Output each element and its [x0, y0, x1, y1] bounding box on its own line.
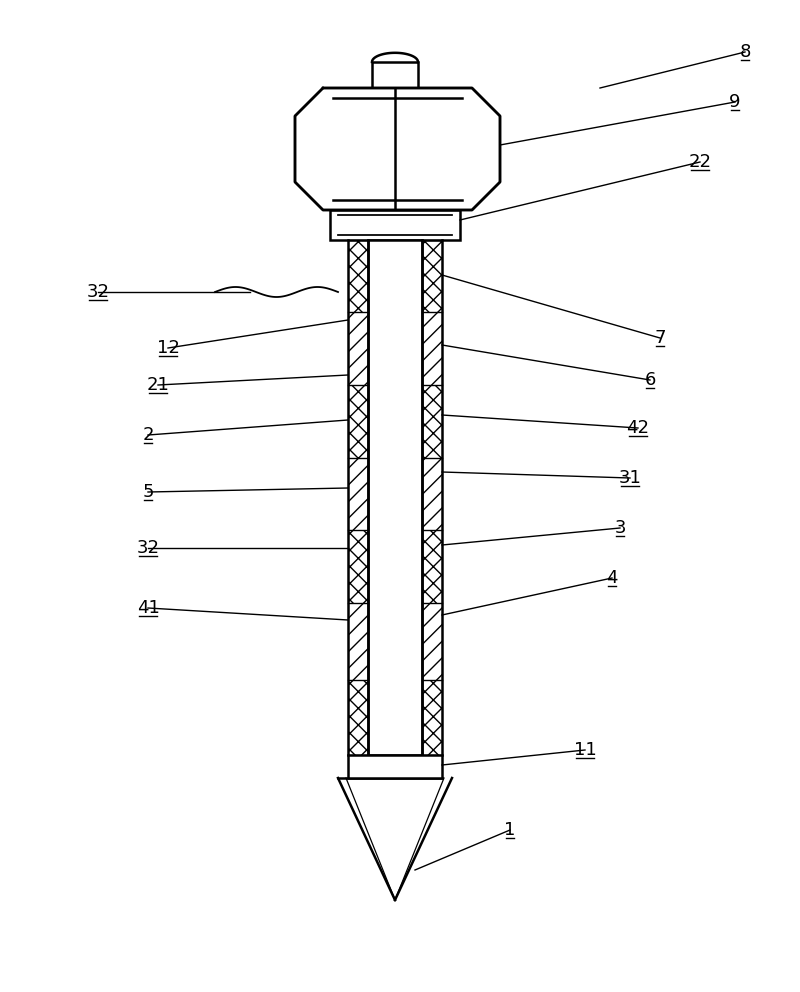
Bar	[422, 603, 442, 680]
Bar	[422, 680, 442, 755]
Bar	[422, 530, 442, 603]
Bar	[348, 240, 368, 312]
Polygon shape	[295, 88, 500, 210]
Text: 4: 4	[606, 569, 618, 587]
Bar	[422, 458, 442, 530]
Text: 9: 9	[730, 93, 741, 111]
Bar	[372, 62, 418, 88]
Bar	[348, 530, 368, 603]
Text: 8: 8	[739, 43, 750, 61]
Text: 42: 42	[626, 419, 650, 437]
Bar	[422, 385, 442, 458]
Text: 3: 3	[614, 519, 626, 537]
Text: 1: 1	[504, 821, 516, 839]
Text: 32: 32	[137, 539, 159, 557]
Text: 32: 32	[86, 283, 110, 301]
Text: 5: 5	[142, 483, 154, 501]
Bar	[348, 755, 442, 778]
Text: 12: 12	[157, 339, 179, 357]
Bar	[348, 312, 368, 385]
Bar	[348, 458, 368, 530]
Text: 41: 41	[137, 599, 159, 617]
Bar	[422, 240, 442, 312]
Text: 7: 7	[654, 329, 666, 347]
Text: 11: 11	[574, 741, 596, 759]
Bar	[348, 680, 368, 755]
Text: 2: 2	[142, 426, 154, 444]
Bar	[368, 240, 422, 755]
Bar	[422, 312, 442, 385]
Text: 22: 22	[689, 153, 711, 171]
Text: 31: 31	[618, 469, 642, 487]
Bar	[348, 603, 368, 680]
Text: 6: 6	[644, 371, 656, 389]
Bar	[348, 385, 368, 458]
Text: 21: 21	[146, 376, 170, 394]
Bar	[330, 210, 460, 240]
